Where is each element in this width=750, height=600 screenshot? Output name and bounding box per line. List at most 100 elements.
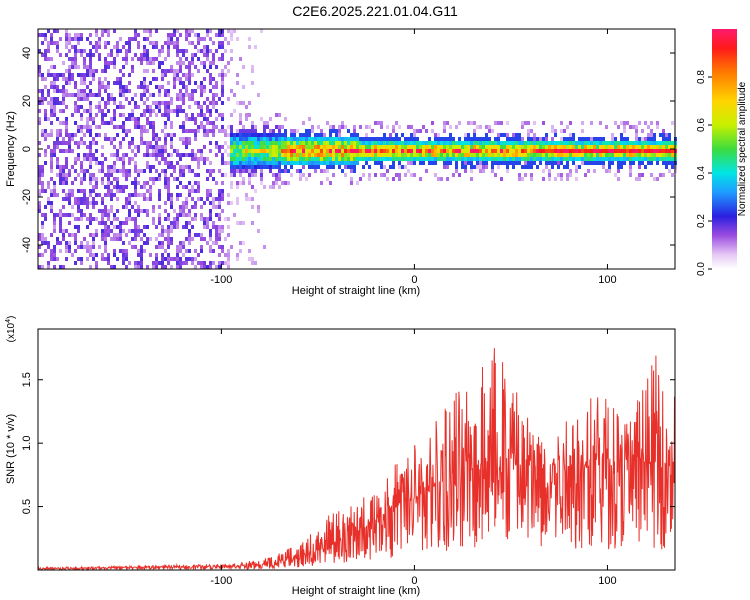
heatmap-cell <box>626 121 629 125</box>
heatmap-cell <box>494 173 497 177</box>
heatmap-cell <box>650 129 653 133</box>
heatmap-cell <box>104 85 107 89</box>
heatmap-cell <box>176 37 179 41</box>
heatmap-cell <box>227 201 230 205</box>
heatmap-cell <box>242 165 245 169</box>
heatmap-cell <box>188 241 191 245</box>
heatmap-cell <box>203 265 206 269</box>
heatmap-cell <box>101 121 104 125</box>
heatmap-cell <box>629 149 632 153</box>
heatmap-cell <box>617 165 620 169</box>
heatmap-cell <box>140 57 143 61</box>
heatmap-cell <box>497 161 500 165</box>
heatmap-cell <box>575 145 578 149</box>
heatmap-cell <box>50 205 53 209</box>
heatmap-cell <box>131 157 134 161</box>
heatmap-cell <box>194 189 197 193</box>
heatmap-cell <box>74 169 77 173</box>
heatmap-cell <box>635 129 638 133</box>
heatmap-cell <box>506 149 509 153</box>
heatmap-cell <box>317 165 320 169</box>
heatmap-cell <box>236 101 239 105</box>
heatmap-cell <box>227 233 230 237</box>
heatmap-cell <box>293 137 296 141</box>
heatmap-cell <box>221 145 224 149</box>
heatmap-cell <box>89 81 92 85</box>
heatmap-cell <box>125 89 128 93</box>
heatmap-cell <box>527 153 530 157</box>
heatmap-cell <box>74 133 77 137</box>
heatmap-cell <box>479 153 482 157</box>
heatmap-cell <box>494 145 497 149</box>
heatmap-cell <box>365 153 368 157</box>
heatmap-cell <box>269 145 272 149</box>
heatmap-cell <box>194 129 197 133</box>
heatmap-cell <box>650 149 653 153</box>
heatmap-cell <box>131 65 134 69</box>
heatmap-cell <box>62 173 65 177</box>
heatmap-cell <box>269 157 272 161</box>
heatmap-cell <box>377 149 380 153</box>
heatmap-cell <box>122 85 125 89</box>
heatmap-cell <box>407 161 410 165</box>
heatmap-cell <box>641 157 644 161</box>
heatmap-cell <box>581 157 584 161</box>
heatmap-cell <box>629 153 632 157</box>
heatmap-cell <box>122 93 125 97</box>
heatmap-cell <box>218 201 221 205</box>
heatmap-cell <box>50 81 53 85</box>
heatmap-cell <box>191 257 194 261</box>
heatmap-cell <box>383 153 386 157</box>
heatmap-cell <box>149 145 152 149</box>
heatmap-cell <box>284 141 287 145</box>
heatmap-cell <box>62 141 65 145</box>
heatmap-cell <box>164 149 167 153</box>
heatmap-cell <box>83 125 86 129</box>
heatmap-cell <box>200 205 203 209</box>
heatmap-cell <box>125 133 128 137</box>
heatmap-cell <box>551 145 554 149</box>
heatmap-cell <box>77 245 80 249</box>
heatmap-cell <box>434 141 437 145</box>
heatmap-cell <box>221 29 224 33</box>
heatmap-cell <box>188 137 191 141</box>
heatmap-cell <box>554 129 557 133</box>
heatmap-cell <box>131 193 134 197</box>
heatmap-cell <box>539 153 542 157</box>
heatmap-cell <box>662 145 665 149</box>
heatmap-cell <box>50 113 53 117</box>
heatmap-cell <box>92 189 95 193</box>
heatmap-cell <box>158 261 161 265</box>
heatmap-cell <box>74 49 77 53</box>
heatmap-cell <box>431 121 434 125</box>
heatmap-cell <box>320 145 323 149</box>
heatmap-cell <box>188 41 191 45</box>
heatmap-cell <box>152 77 155 81</box>
heatmap-cell <box>407 137 410 141</box>
heatmap-cell <box>122 253 125 257</box>
heatmap-cell <box>164 157 167 161</box>
heatmap-cell <box>137 45 140 49</box>
heatmap-cell <box>227 217 230 221</box>
heatmap-cell <box>236 169 239 173</box>
heatmap-cell <box>188 73 191 77</box>
heatmap-cell <box>257 157 260 161</box>
heatmap-cell <box>437 157 440 161</box>
heatmap-cell <box>146 149 149 153</box>
heatmap-cell <box>623 161 626 165</box>
heatmap-cell <box>476 137 479 141</box>
heatmap-cell <box>110 181 113 185</box>
heatmap-cell <box>149 237 152 241</box>
heatmap-cell <box>44 37 47 41</box>
heatmap-cell <box>173 109 176 113</box>
heatmap-cell <box>62 121 65 125</box>
heatmap-cell <box>104 101 107 105</box>
heatmap-cell <box>428 161 431 165</box>
heatmap-cell <box>236 185 239 189</box>
heatmap-cell <box>134 181 137 185</box>
heatmap-cell <box>89 249 92 253</box>
heatmap-cell <box>380 165 383 169</box>
heatmap-cell <box>479 165 482 169</box>
heatmap-cell <box>395 145 398 149</box>
heatmap-cell <box>179 261 182 265</box>
